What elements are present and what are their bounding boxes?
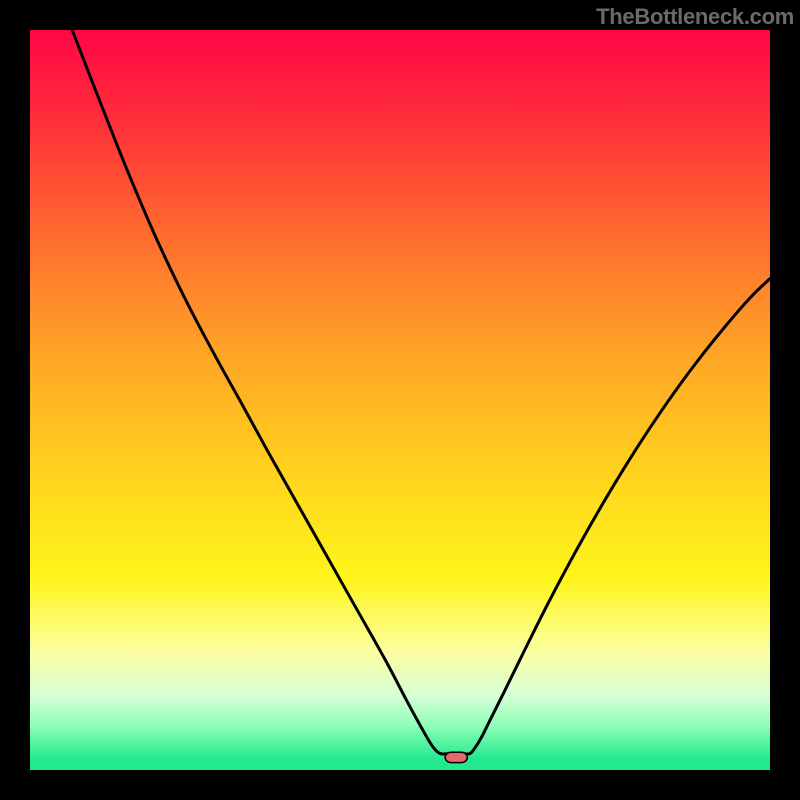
optimum-marker	[445, 752, 467, 762]
chart-background-gradient	[30, 30, 770, 770]
chart-frame: TheBottleneck.com	[0, 0, 800, 800]
watermark-text: TheBottleneck.com	[596, 4, 794, 30]
chart-plot-area	[30, 30, 770, 770]
